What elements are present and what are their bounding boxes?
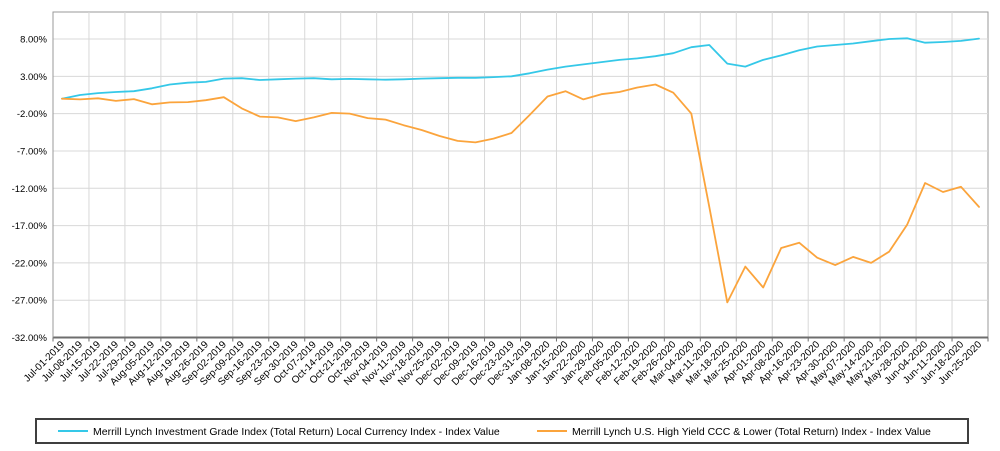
y-tick-label: -17.00% (12, 221, 48, 232)
y-tick-label: -27.00% (12, 296, 48, 307)
legend-label-investment-grade: Merrill Lynch Investment Grade Index (To… (93, 426, 500, 438)
y-tick-label: 3.00% (20, 72, 47, 83)
axes (52, 12, 989, 342)
y-tick-label: -12.00% (12, 184, 48, 195)
gridlines (53, 12, 988, 338)
series-line-investment-grade (61, 37, 980, 100)
y-tick-label: 8.00% (20, 35, 47, 46)
y-axis-labels: 8.00% 3.00% -2.00% -7.00% -12.00% -17.00% -22.… (12, 35, 48, 345)
series-lines (61, 37, 980, 304)
series-line-high-yield (61, 83, 980, 304)
legend-box (35, 418, 969, 444)
y-tick-label: -22.00% (12, 258, 48, 269)
y-tick-label: -7.00% (17, 146, 48, 157)
legend-label-high-yield: Merrill Lynch U.S. High Yield CCC & Lowe… (572, 426, 931, 438)
y-tick-label: -32.00% (12, 333, 48, 344)
x-axis-labels: Jul-01-2019Jul-08-2019Jul-15-2019Jul-22-… (22, 339, 984, 389)
y-tick-label: -2.00% (17, 109, 48, 120)
legend: Merrill Lynch Investment Grade Index (To… (35, 418, 969, 444)
